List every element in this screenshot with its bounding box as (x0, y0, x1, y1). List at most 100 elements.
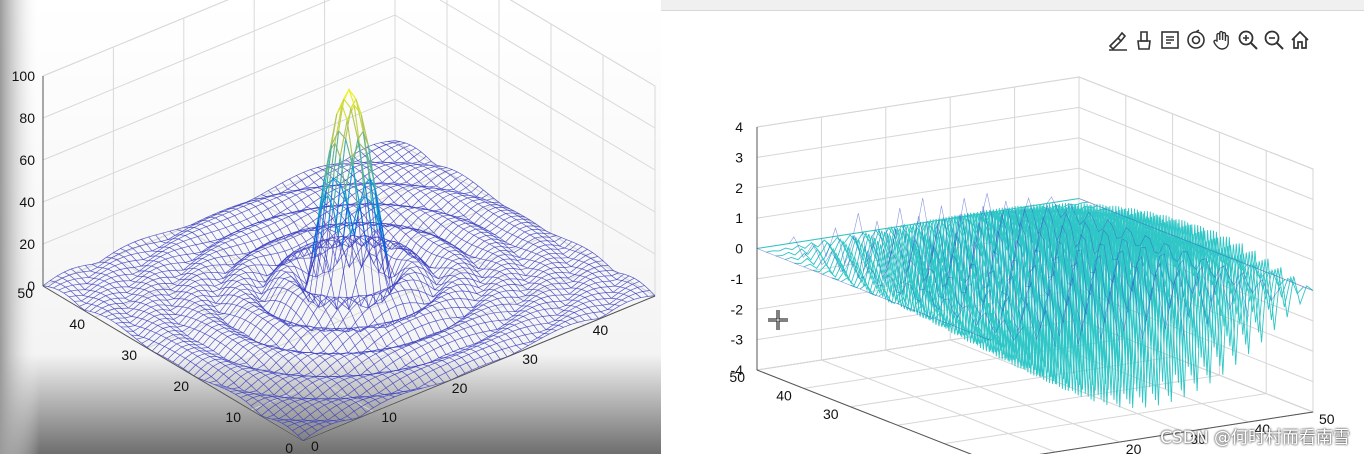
mesh-line-x (373, 144, 635, 300)
mesh-peak-segment (331, 113, 338, 145)
mesh-peak-segment (345, 108, 352, 140)
mesh-line-y (971, 216, 1295, 400)
mesh-peak-segment (339, 138, 347, 184)
mesh-peak-segment (364, 178, 371, 185)
z-tick-label: -4 (731, 362, 744, 378)
z-tick-label: 0 (27, 278, 35, 294)
x-tick-label: 50 (1319, 411, 1335, 427)
brush-icon[interactable] (1106, 27, 1130, 53)
mesh-line-x (821, 226, 1056, 347)
mesh-line-x (366, 146, 627, 303)
z-tick-label: 60 (19, 152, 35, 168)
mesh-peak-segment (313, 216, 320, 259)
z-tick-label: 0 (735, 241, 743, 257)
mesh-peak-segment (336, 98, 345, 115)
mesh-peak-segment (338, 98, 345, 132)
mesh-peak-segment (320, 189, 327, 238)
mesh-peak-segment (346, 204, 356, 236)
mesh-line-y (981, 219, 1304, 405)
mesh-line-x (788, 236, 1024, 341)
mesh-peak-segment (331, 130, 340, 146)
mesh-line-x (1046, 196, 1282, 301)
zoom-in-icon[interactable] (1236, 27, 1260, 53)
left-figure: 0 20 40 60 80 100 0 10 20 30 40 0 10 20 30 40 50 (0, 0, 661, 454)
x-axis-line (302, 295, 656, 442)
zoom-out-icon[interactable] (1262, 27, 1286, 53)
x-tick-label: 20 (452, 380, 468, 396)
figure-toolbar (1106, 27, 1312, 57)
y-axis-line (42, 285, 304, 442)
mesh-peak-segment (352, 139, 359, 167)
mesh-line-x (359, 150, 620, 307)
mesh-peak-segment (318, 189, 327, 217)
rotate-icon[interactable] (1184, 27, 1208, 53)
mesh-peak-segment (369, 178, 378, 230)
mesh-peak-segment (369, 178, 376, 191)
mesh-peak-segment (343, 89, 350, 100)
mesh-peak-segment (339, 120, 348, 158)
mesh-peak-segment (346, 165, 354, 205)
mesh-line-x (70, 268, 332, 425)
mesh-peak-segment (357, 131, 364, 140)
legend-icon[interactable] (1158, 27, 1182, 53)
mesh-peak-segment (367, 145, 376, 191)
mesh-line-x (282, 182, 543, 339)
data-tip-icon[interactable] (1132, 27, 1156, 53)
mesh-line-x (190, 223, 452, 381)
mesh-line-x (155, 234, 416, 391)
mesh-peak-segment (352, 165, 361, 206)
mesh-peak-segment (337, 189, 346, 235)
x-tick-label: 30 (522, 351, 538, 367)
mesh-line-x (853, 213, 1088, 344)
y-axis-line (756, 369, 973, 454)
mesh-line-x (261, 194, 522, 350)
mesh-line-x (183, 226, 445, 383)
mesh-line-x (176, 228, 437, 385)
mesh-peak-segment (353, 105, 360, 144)
mesh-line-x (63, 271, 325, 428)
mesh-peak-segment (341, 204, 349, 247)
mesh-peak-segment (345, 138, 354, 167)
mesh-peak-segment (348, 89, 357, 100)
mesh-line-x (127, 244, 388, 401)
mesh-peak-segment (364, 184, 373, 233)
mesh-peak-segment (339, 183, 349, 206)
mesh-peak-segment (374, 190, 383, 240)
x-tick-label: 10 (381, 409, 397, 425)
y-tick-label: 40 (776, 387, 792, 403)
mesh-peak-segment (348, 89, 355, 106)
x-tick-label: 40 (593, 322, 609, 338)
z-tick-label: -3 (731, 332, 744, 348)
mesh-line-x (141, 238, 402, 395)
y-gridline (42, 0, 396, 287)
mesh-peak-segment (353, 104, 362, 115)
mesh-line-x (885, 208, 1121, 347)
mesh-line-x (42, 285, 304, 441)
z-tick-label: 2 (735, 180, 743, 196)
home-icon[interactable] (1288, 27, 1312, 53)
mesh-line-x (352, 154, 613, 311)
pan-icon[interactable] (1210, 27, 1234, 53)
mesh-peak-segment (359, 205, 368, 248)
watermark: CSDN @何时村而看南雪 (1160, 428, 1350, 448)
mesh-line-x (106, 256, 367, 413)
mesh-peak-segment (344, 157, 353, 191)
mesh-line-x (84, 265, 346, 421)
mesh-peak-segment (325, 144, 333, 190)
mesh-peak-segment (343, 98, 352, 109)
mesh-line-x (310, 169, 571, 325)
z-tick-label: 4 (735, 119, 743, 135)
mesh-peak-segment (379, 217, 389, 260)
mesh-peak-segment (327, 142, 336, 196)
left-surface-plot[interactable]: 0 20 40 60 80 100 0 10 20 30 40 0 10 20 30 40 50 (0, 0, 661, 454)
y-tick-label: 10 (225, 409, 241, 425)
mesh-line-x (949, 198, 1185, 337)
z-tick-label: 1 (735, 210, 743, 226)
mesh-peak-segment (339, 156, 346, 191)
y-tick-label: 0 (285, 440, 293, 454)
z-tick-label: 3 (735, 149, 743, 165)
x-tick-label: 40 (1255, 421, 1271, 437)
z-tick-label: -1 (731, 271, 744, 287)
mesh-peak-segment (334, 142, 341, 158)
